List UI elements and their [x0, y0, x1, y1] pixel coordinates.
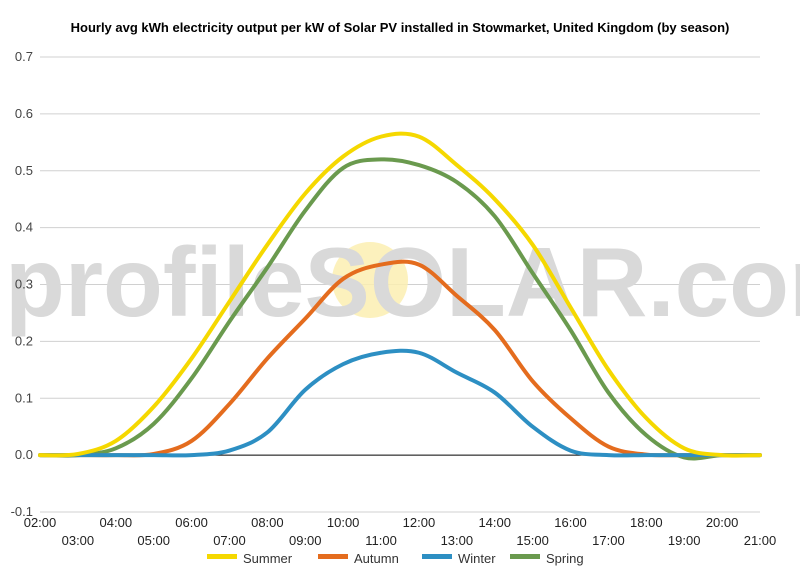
legend-swatch-summer [207, 554, 237, 559]
y-tick-label: 0.4 [15, 220, 33, 235]
x-tick-label: 20:00 [706, 515, 739, 530]
watermark-layer: profileSOLAR.com [5, 227, 800, 337]
y-tick-label: -0.1 [11, 504, 33, 519]
x-tick-label: 09:00 [289, 533, 322, 548]
legend-label-autumn: Autumn [354, 551, 399, 566]
legend: Summer Autumn Winter Spring [207, 551, 584, 566]
x-tick-label: 14:00 [478, 515, 511, 530]
legend-swatch-autumn [318, 554, 348, 559]
x-tick-label: 10:00 [327, 515, 360, 530]
legend-swatch-spring [510, 554, 540, 559]
watermark-sun-icon [332, 242, 408, 318]
x-tick-label: 08:00 [251, 515, 284, 530]
x-tick-label: 11:00 [365, 533, 397, 548]
x-tick-label: 16:00 [554, 515, 587, 530]
y-tick-label: 0.3 [15, 277, 33, 292]
chart-title: Hourly avg kWh electricity output per kW… [70, 20, 730, 35]
x-tick-label: 13:00 [441, 533, 474, 548]
y-tick-label: 0.1 [15, 390, 33, 405]
legend-label-spring: Spring [546, 551, 584, 566]
legend-label-summer: Summer [243, 551, 293, 566]
y-tick-label: 0.2 [15, 333, 33, 348]
series-line-spring [38, 157, 762, 461]
watermark-text: profileSOLAR.com [5, 227, 800, 337]
series-line-winter [38, 348, 762, 458]
x-tick-label: 19:00 [668, 533, 701, 548]
y-tick-label: 0.0 [15, 447, 33, 462]
x-tick-label: 18:00 [630, 515, 663, 530]
x-tick-label: 02:00 [24, 515, 57, 530]
x-tick-label: 12:00 [403, 515, 436, 530]
x-tick-label: 06:00 [175, 515, 208, 530]
x-tick-label: 07:00 [213, 533, 246, 548]
x-tick-label: 21:00 [744, 533, 777, 548]
series-layer [38, 131, 762, 461]
y-tick-label: 0.7 [15, 49, 33, 64]
x-tick-label: 17:00 [592, 533, 625, 548]
x-tick-label: 03:00 [62, 533, 95, 548]
y-tick-label: 0.5 [15, 163, 33, 178]
legend-label-winter: Winter [458, 551, 496, 566]
x-tick-label: 04:00 [100, 515, 133, 530]
series-line-summer [38, 131, 762, 458]
x-tick-label: 15:00 [516, 533, 549, 548]
legend-swatch-winter [422, 554, 452, 559]
axis-layer: -0.1 0.0 0.1 0.2 0.3 0.4 0.5 0.6 0.7 02:00 03:00 04… [11, 49, 777, 548]
x-tick-label: 05:00 [137, 533, 170, 548]
y-tick-label: 0.6 [15, 106, 33, 121]
